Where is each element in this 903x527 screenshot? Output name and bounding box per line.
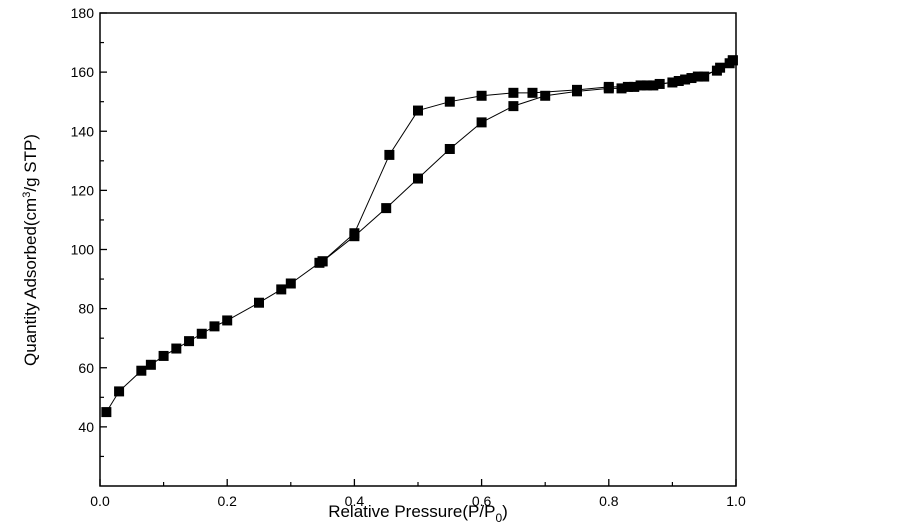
desorption-point xyxy=(648,80,659,91)
adsorption-point xyxy=(629,81,640,92)
x-axis-title: Relative Pressure(P/P0) xyxy=(328,502,508,525)
x-tick-label: 0.2 xyxy=(217,493,237,509)
desorption-point xyxy=(673,75,684,86)
x-axis-title-sub: 0 xyxy=(495,511,502,525)
y-tick-label: 120 xyxy=(71,182,95,198)
y-axis-title-main: Quantity Adsorbed(cm xyxy=(21,198,40,366)
adsorption-point xyxy=(540,90,551,101)
desorption-point xyxy=(572,84,582,95)
x-tick-label: 0.0 xyxy=(90,493,110,509)
desorption-point xyxy=(384,149,395,160)
series-desorption xyxy=(317,55,738,267)
desorption-point xyxy=(635,80,646,91)
adsorption-point xyxy=(136,365,147,376)
adsorption-point xyxy=(222,315,233,326)
desorption-point xyxy=(413,105,423,116)
y-tick-label: 140 xyxy=(71,123,95,139)
adsorption-point xyxy=(145,359,156,370)
adsorption-point xyxy=(276,284,287,295)
adsorption-point xyxy=(476,117,487,128)
y-tick-label: 60 xyxy=(78,360,94,376)
adsorption-point xyxy=(413,173,423,184)
desorption-point xyxy=(603,81,614,92)
x-tick-label: 0.6 xyxy=(472,493,492,509)
desorption-point xyxy=(699,71,710,82)
y-tick-label: 40 xyxy=(78,419,94,435)
y-tick-label: 100 xyxy=(71,242,95,258)
y-tick-label: 180 xyxy=(71,5,95,21)
desorption-point xyxy=(349,228,360,239)
adsorption-point xyxy=(508,101,519,112)
x-axis-title-end: ) xyxy=(502,502,508,521)
desorption-point xyxy=(508,87,519,98)
adsorption-point xyxy=(158,350,169,361)
desorption-point xyxy=(476,90,487,101)
adsorption-point xyxy=(254,297,264,308)
adsorption-point xyxy=(171,343,182,354)
desorption-point xyxy=(622,81,633,92)
y-axis-title: Quantity Adsorbed(cm3/g STP) xyxy=(21,134,40,366)
adsorption-point xyxy=(196,328,207,339)
adsorption-point xyxy=(692,71,703,82)
adsorption-point xyxy=(101,407,112,418)
y-axis-title-sup: 3 xyxy=(21,192,33,198)
x-tick-label: 0.8 xyxy=(599,493,619,509)
x-tick-label: 0.4 xyxy=(345,493,365,509)
desorption-point xyxy=(317,256,328,267)
adsorption-point xyxy=(209,321,220,332)
adsorption-point xyxy=(444,143,455,154)
x-axis-title-main: Relative Pressure(P/P xyxy=(328,502,495,521)
x-tick-label: 1.0 xyxy=(726,493,746,509)
desorption-point xyxy=(715,62,726,73)
desorption-point xyxy=(686,73,697,84)
adsorption-point xyxy=(616,83,627,94)
y-tick-label: 80 xyxy=(78,301,94,317)
adsorption-point xyxy=(184,336,195,347)
y-tick-label: 160 xyxy=(71,64,95,80)
desorption-point xyxy=(527,87,538,98)
adsorption-point xyxy=(381,203,392,214)
desorption-point xyxy=(727,55,738,66)
desorption-point xyxy=(444,96,455,107)
adsorption-point xyxy=(114,386,125,397)
adsorption-point xyxy=(285,278,296,289)
y-axis-title-end: /g STP) xyxy=(21,134,40,192)
